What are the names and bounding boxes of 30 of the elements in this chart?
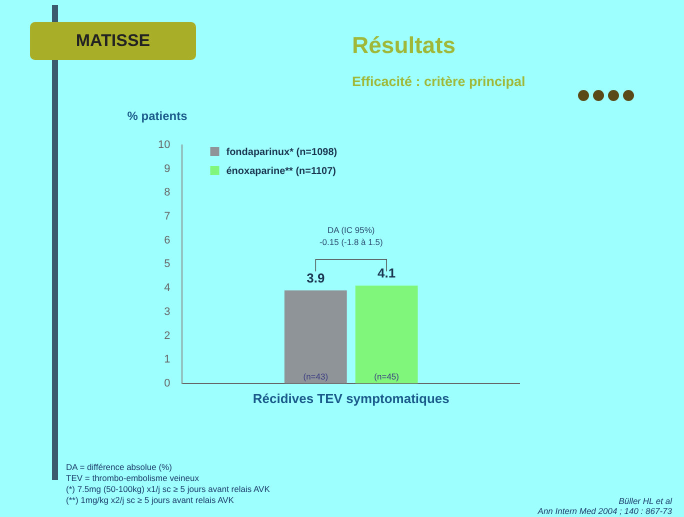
legend-label: énoxaparine** (n=1107) [226,166,336,177]
y-axis-title: % patients [127,109,188,123]
text: (**) 1mg/kg x2/j sc ≥ 5 jours avant relais AVK [66,495,235,506]
text: MATISSE [30,22,196,60]
y-tick-label: 5 [164,258,170,270]
y-tick-label: 7 [164,210,170,223]
text: Ann Intern Med 2004 ; 140 : 867-73 [538,506,672,516]
annotation: -0.15 (-1.8 à 1.5) [319,237,383,248]
text: Büller HL et al [618,496,672,506]
text: TEV = thrombo-embolisme veineux [66,473,200,484]
y-tick-label: 0 [164,377,170,390]
y-tick-label: 3 [164,306,170,318]
y-tick-label: 8 [164,186,170,199]
y-tick-label: 2 [164,330,170,342]
y-tick-label: 6 [164,234,170,246]
annotation: (n=43) [303,371,328,382]
chart-subtitle: Efficacité : critère principal [352,74,526,89]
legend-label: fondaparinux* (n=1098) [226,147,338,158]
text: DA = différence absolue (%) [66,462,173,473]
data-label: 3.9 [306,270,325,286]
x-tick-label: Récidives TEV symptomatiques [252,390,450,406]
y-tick-label: 4 [164,282,170,294]
chart-title: Résultats [352,32,456,59]
y-tick-label: 10 [158,139,170,152]
y-tick-label: 1 [164,354,170,366]
annotation: (n=45) [374,371,400,382]
text: (*) 7.5mg (50-100kg) x1/j sc ≥ 5 jours avant relais AVK [66,484,270,495]
y-tick-label: 9 [164,162,170,175]
data-label: 4.1 [378,266,396,281]
annotation: DA (IC 95%) [327,225,375,236]
